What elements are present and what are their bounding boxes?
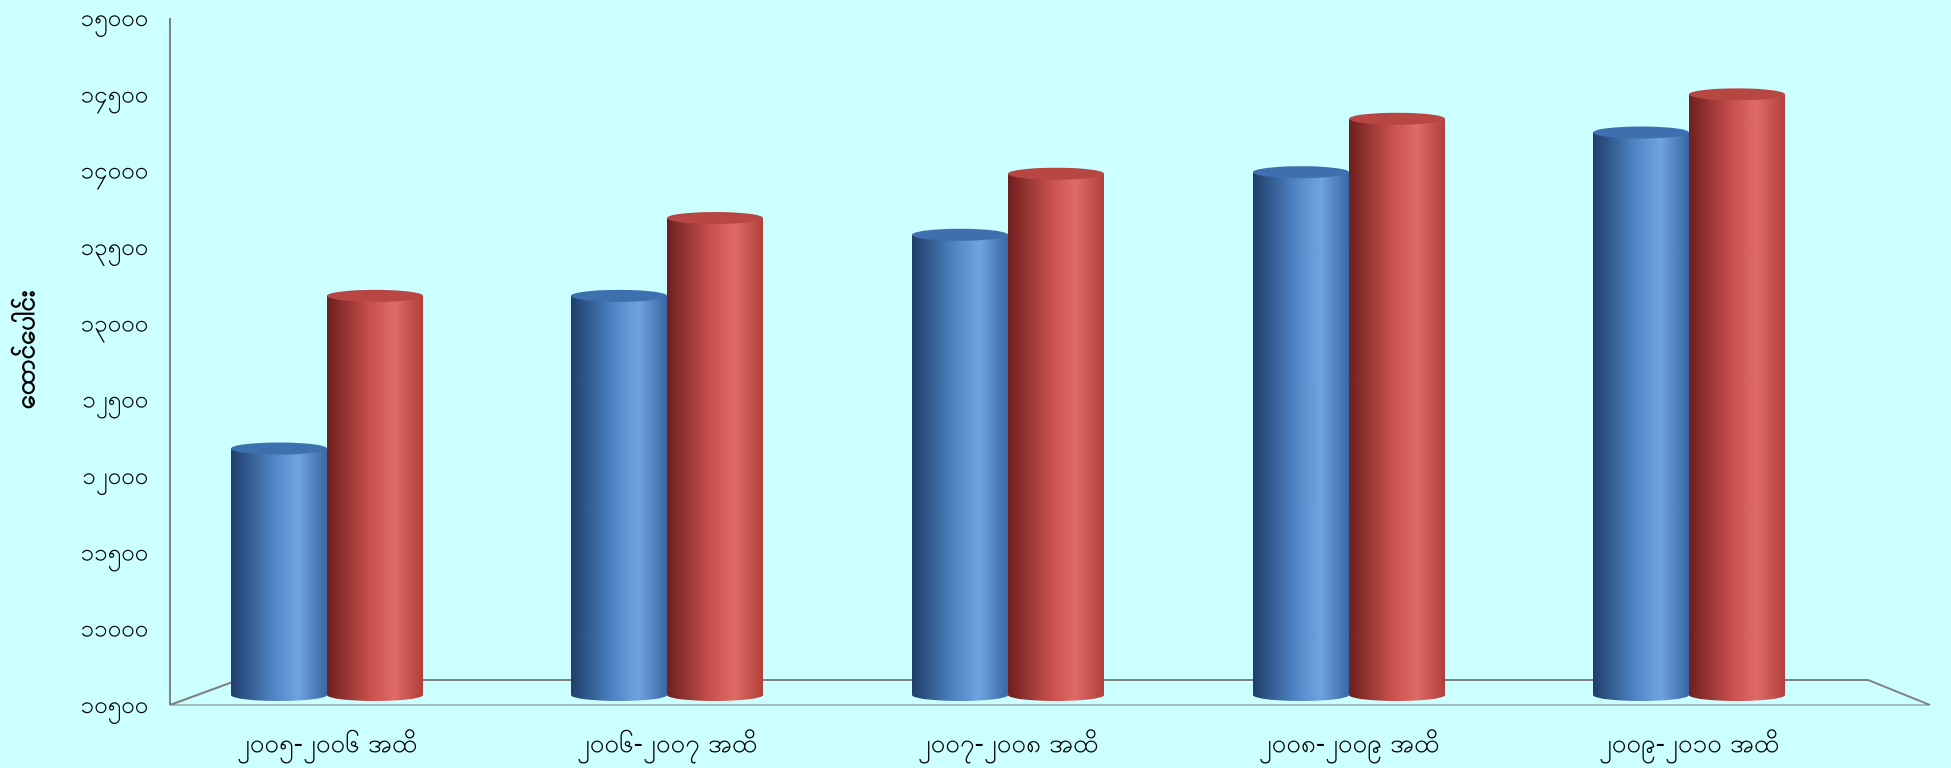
y-tick-label: ၁၄၀၀၀: [81, 157, 149, 190]
bar-top: [667, 211, 763, 224]
bar: [327, 289, 423, 701]
x-tick-label: ၂၀၀၈-၂၀၀၉ အထိ: [1259, 728, 1440, 764]
bar: [667, 211, 763, 701]
bar-top: [1349, 112, 1445, 125]
bar-body: [667, 217, 763, 701]
x-tick-label: ၂၀၀၅-၂၀၀၆ အထိ: [237, 727, 418, 764]
bar-body: [327, 295, 423, 701]
bar: [1253, 166, 1349, 701]
bar-body: [1593, 132, 1689, 701]
y-tick-label: ၁၂၅၀၀: [82, 386, 148, 419]
bar: [571, 289, 667, 701]
y-tick-label: ၁၃၅၀၀: [81, 233, 149, 266]
bar-body: [1253, 172, 1349, 701]
y-tick-label: ၁၅၀၀၀: [81, 4, 149, 37]
bars-group: [231, 88, 1785, 702]
bar-top: [912, 228, 1008, 241]
y-tick-label: ၁၁၅၀၀: [81, 538, 149, 571]
bar: [1349, 112, 1445, 701]
x-tick-label: ၂၀၀၇-၂၀၀၈ အထိ: [918, 728, 1099, 764]
x-tick-label: ၂၀၀၉-၂၀၁၀ အထိ: [1599, 728, 1780, 764]
bar: [1593, 126, 1689, 701]
bar-body: [912, 234, 1008, 701]
bar-top: [1689, 88, 1785, 101]
bar-top: [1593, 126, 1689, 139]
y-axis-title: ထောင်ပေါင်း: [10, 291, 41, 410]
bar-top: [1253, 166, 1349, 179]
bar: [231, 442, 327, 701]
bar-top: [1008, 167, 1104, 180]
y-axis-title-group: ထောင်ပေါင်း: [10, 291, 41, 410]
bar-body: [571, 295, 667, 701]
bar-top: [571, 289, 667, 302]
bar: [1008, 167, 1104, 702]
bar-top: [327, 289, 423, 302]
bar-body: [1008, 173, 1104, 702]
bar: [1689, 88, 1785, 702]
x-tick-label: ၂၀၀၆-၂၀၀၇ အထိ: [577, 727, 758, 764]
bar-body: [231, 448, 327, 701]
x-tick-labels: ၂၀၀၅-၂၀၀၆ အထိ ၂၀၀၆-၂၀၀၇ အထိ ၂၀၀၇-၂၀၀၈ အထိ ၂…: [237, 727, 1780, 764]
y-tick-label: ၁၁၀၀၀: [81, 615, 149, 643]
y-tick-label: ၁၂၀၀၀: [82, 462, 148, 495]
bar: [912, 228, 1008, 701]
bar-top: [231, 442, 327, 455]
bar-body: [1689, 94, 1785, 702]
y-tick-label: ၁၄၅၀၀: [81, 80, 149, 113]
y-tick-label: ၁၃၀၀၀: [81, 309, 149, 342]
bar-body: [1349, 118, 1445, 701]
y-tick-labels: ၁၀၅၀၀ ၁၁၀၀၀ ၁၁၅၀၀ ၁၂၀၀၀ ၁၂၅၀၀ ၁၃၀၀၀ ၁၃၅၀၀ ၁၄၀၀၀…: [81, 4, 149, 724]
y-tick-label: ၁၀၅၀၀: [81, 691, 149, 724]
